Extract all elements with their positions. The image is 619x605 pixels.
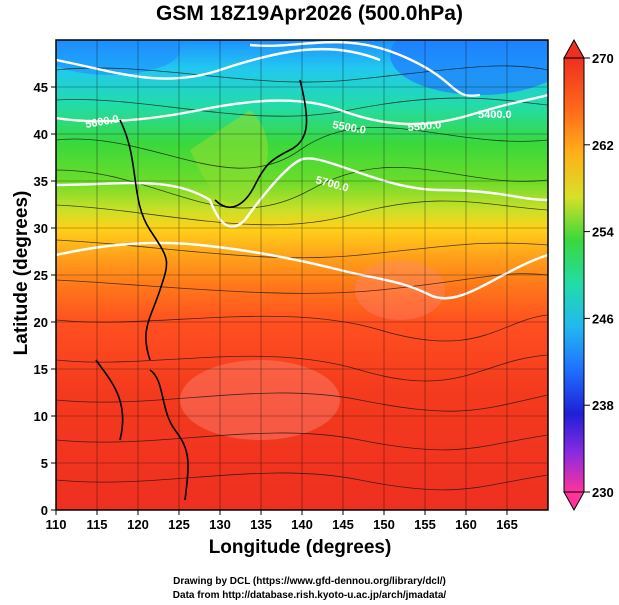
lon-tick-label: 130: [209, 517, 231, 532]
colorbar: 270 262 254 246 238 230: [563, 38, 614, 512]
lat-tick-label: 40: [34, 127, 48, 142]
colorbar-tick-label: 238: [592, 398, 614, 413]
contour-label: 5600.0: [84, 113, 119, 131]
credit-drawing: Drawing by DCL (https://www.gfd-dennou.o…: [173, 576, 446, 587]
contour-label: 5500.0: [331, 119, 366, 137]
colorbar-tick-label: 254: [592, 225, 614, 240]
colorbar-tick-label: 262: [592, 138, 614, 153]
colorbar-tick-label: 230: [592, 485, 614, 500]
lon-tick-label: 140: [291, 517, 313, 532]
lon-tick-label: 155: [414, 517, 436, 532]
lon-tick-label: 145: [332, 517, 354, 532]
coastlines: [95, 79, 308, 501]
contour-label: 5400.0: [478, 109, 512, 121]
lat-tick-label: 0: [41, 503, 48, 518]
contour-label: 5500.0: [407, 119, 442, 134]
lon-tick-label: 120: [127, 517, 149, 532]
lat-tick-label: 15: [34, 362, 48, 377]
map-title: GSM 18Z19Apr2026 (500.0hPa): [156, 2, 463, 25]
lat-ticks: 0 5 10 15 20 25 30 35 40 45: [34, 80, 56, 518]
lon-tick-label: 135: [250, 517, 272, 532]
colorbar-tick-label: 270: [592, 51, 614, 66]
lon-tick-label: 150: [373, 517, 395, 532]
lon-tick-label: 125: [168, 517, 190, 532]
lon-ticks: 110 115 120 125 130 135 140 145 150 155 160 165: [46, 510, 518, 532]
lat-tick-label: 5: [41, 456, 48, 471]
lat-tick-label: 25: [34, 268, 48, 283]
colorbar-tick-label: 246: [592, 311, 614, 326]
lat-tick-label: 30: [34, 221, 48, 236]
lat-tick-label: 20: [34, 315, 48, 330]
contour-labels: 5600.0 5500.0 5500.0 5400.0 5700.0: [84, 109, 511, 195]
credit-data: Data from http://database.rish.kyoto-u.a…: [172, 590, 447, 601]
lon-tick-label: 165: [496, 517, 518, 532]
lat-tick-label: 45: [34, 80, 48, 95]
lon-tick-label: 115: [87, 517, 108, 532]
lon-tick-label: 110: [46, 517, 67, 532]
y-axis-label: Latitude (degrees): [11, 190, 32, 356]
lat-tick-label: 35: [34, 174, 48, 189]
map-grid: [56, 40, 548, 510]
lon-tick-label: 160: [455, 517, 477, 532]
lat-tick-label: 10: [34, 409, 48, 424]
x-axis-label: Longitude (degrees): [208, 537, 392, 558]
